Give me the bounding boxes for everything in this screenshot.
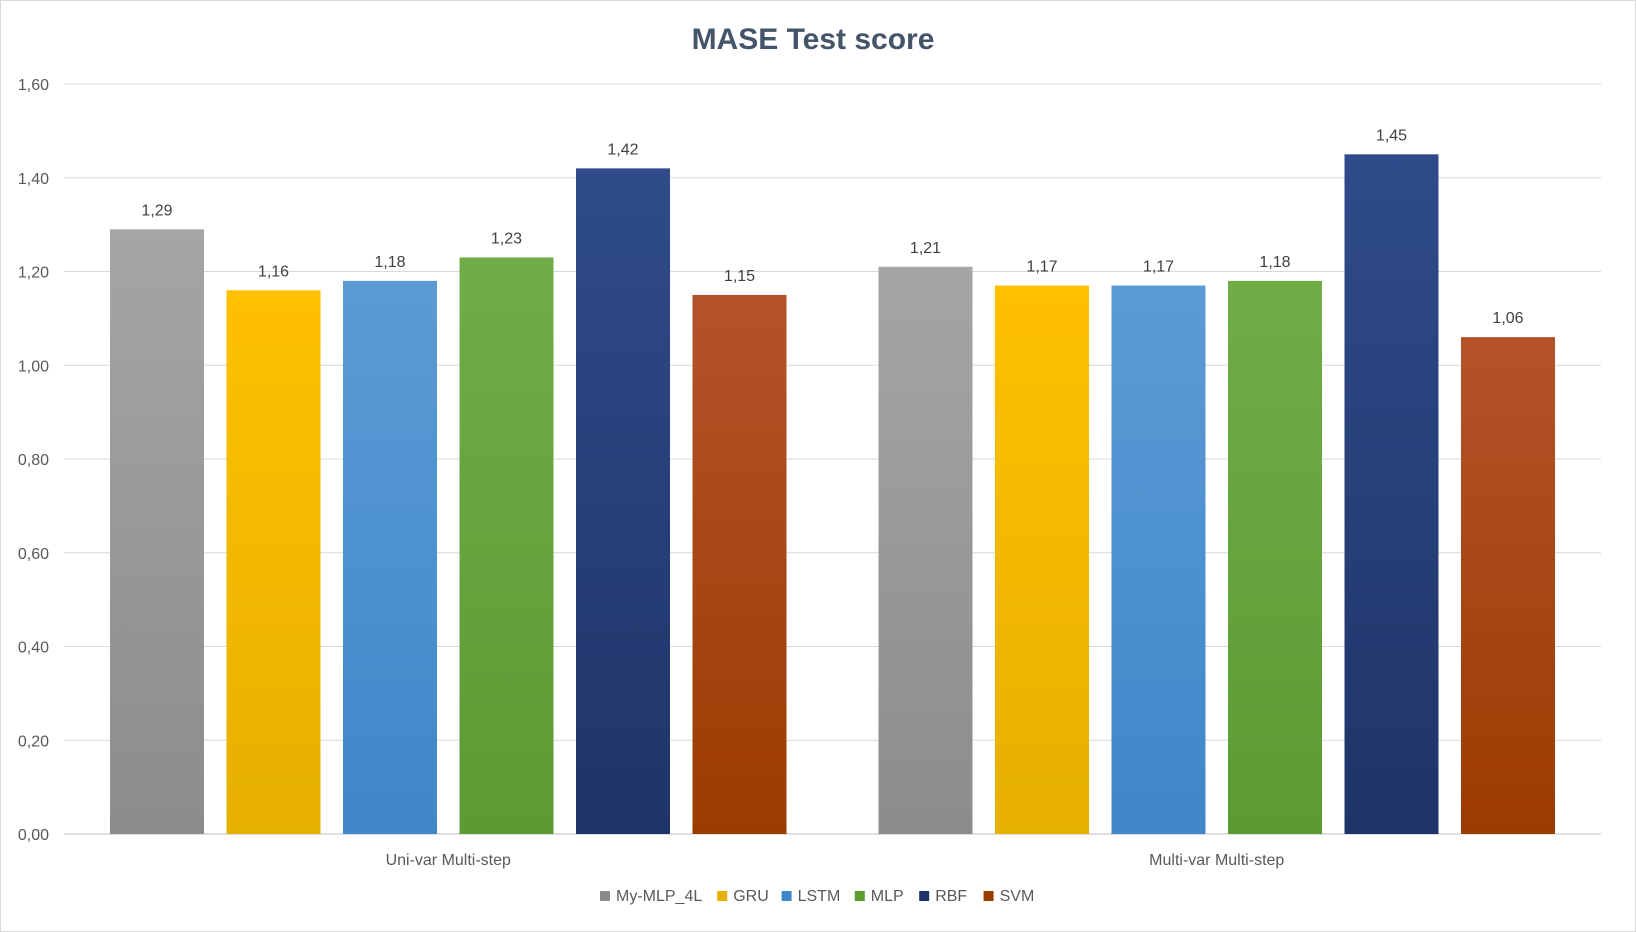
y-axis-ticks: 0,00 0,20 0,40 0,60 0,80 1,00 1,20 1,40 1,60 — [18, 77, 49, 844]
data-label: 1,16 — [258, 263, 289, 280]
data-label: 1,29 — [141, 202, 172, 219]
bar-rbf — [1344, 154, 1439, 834]
legend-label: SVM — [1000, 888, 1035, 905]
y-tick-label: 0,40 — [18, 640, 49, 657]
data-label: 1,18 — [1259, 254, 1290, 271]
y-tick-label: 1,40 — [18, 171, 49, 188]
data-label: 1,17 — [1026, 259, 1057, 276]
bar-rbf — [576, 168, 670, 834]
bar-mlp — [1228, 280, 1322, 834]
legend-swatch — [854, 891, 865, 901]
y-tick-label: 1,60 — [18, 77, 49, 94]
x-category-label: Uni-var Multi-step — [386, 852, 511, 869]
y-tick-label: 0,00 — [18, 827, 49, 844]
bar-my-mlp-4l — [110, 229, 204, 834]
legend-item: GRU — [717, 888, 769, 905]
data-label: 1,17 — [1143, 259, 1174, 276]
x-axis-categories: Uni-var Multi-step Multi-var Multi-step — [386, 852, 1285, 869]
legend-swatch — [600, 891, 610, 901]
legend-label: MLP — [871, 888, 904, 905]
legend-item: MLP — [854, 888, 904, 905]
data-label: 1,21 — [910, 240, 941, 257]
bar-gru — [995, 285, 1089, 834]
legend-item: My-MLP_4L — [600, 888, 702, 905]
legend: My-MLP_4L GRU LSTM MLP RBF SVM — [600, 888, 1034, 905]
y-tick-label: 0,80 — [18, 452, 49, 469]
legend-item: LSTM — [781, 888, 841, 905]
chart-title: MASE Test score — [692, 23, 935, 56]
legend-item: RBF — [919, 888, 967, 905]
y-tick-label: 1,20 — [18, 265, 49, 282]
legend-swatch — [919, 891, 930, 901]
legend-item: SVM — [983, 888, 1035, 905]
bar-svm — [1461, 337, 1555, 834]
legend-swatch — [983, 891, 994, 901]
x-category-label: Multi-var Multi-step — [1149, 852, 1284, 869]
bar-lstm — [343, 280, 437, 834]
data-label: 1,42 — [607, 141, 638, 158]
data-label: 1,23 — [491, 230, 522, 247]
data-label: 1,15 — [724, 268, 755, 285]
bars — [110, 154, 1555, 834]
data-labels: 1,29 1,16 1,18 1,23 1,42 1,15 1,21 1,17 1,17 1,18… — [141, 127, 1523, 327]
data-label: 1,18 — [374, 254, 405, 271]
bar-lstm — [1111, 285, 1206, 834]
legend-label: RBF — [935, 888, 967, 905]
y-tick-label: 0,20 — [18, 733, 49, 750]
legend-swatch — [781, 891, 792, 901]
legend-label: My-MLP_4L — [616, 888, 702, 905]
y-tick-label: 0,60 — [18, 546, 49, 563]
bar-mlp — [459, 257, 554, 834]
legend-swatch — [717, 891, 728, 901]
legend-label: GRU — [733, 888, 769, 905]
data-label: 1,06 — [1492, 310, 1523, 327]
bar-svm — [692, 294, 787, 834]
y-tick-label: 1,00 — [18, 358, 49, 375]
bar-my-mlp-4l — [878, 266, 973, 834]
bar-gru — [226, 290, 321, 834]
legend-label: LSTM — [798, 888, 841, 905]
data-label: 1,45 — [1376, 127, 1407, 144]
